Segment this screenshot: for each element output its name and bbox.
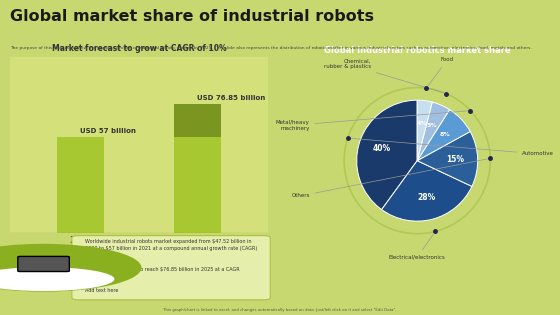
Text: Global market share of industrial robots: Global market share of industrial robots: [10, 9, 374, 25]
Text: 40%: 40%: [372, 145, 390, 153]
Wedge shape: [417, 110, 470, 161]
Text: Metal/heavy
machinery: Metal/heavy machinery: [276, 111, 468, 131]
Wedge shape: [417, 132, 478, 186]
Text: 5%: 5%: [427, 123, 437, 129]
FancyBboxPatch shape: [72, 236, 270, 300]
Ellipse shape: [0, 267, 114, 291]
Bar: [174, 137, 221, 233]
Text: This graph/chart is linked to excel, and changes automatically based on data. Ju: This graph/chart is linked to excel, and…: [164, 308, 396, 312]
Text: Food: Food: [428, 57, 454, 86]
Bar: [174, 104, 221, 137]
Text: The purpose of this slide is to show the possible growth of industrial robotic m: The purpose of this slide is to show the…: [10, 46, 532, 50]
Text: Automotive: Automotive: [351, 138, 554, 157]
Text: Key
insights: Key insights: [31, 279, 56, 289]
Text: USD 76.85 billion: USD 76.85 billion: [198, 94, 265, 100]
Text: Global industrial robotics market share: Global industrial robotics market share: [324, 46, 511, 55]
Wedge shape: [382, 161, 472, 221]
Text: 15%: 15%: [446, 155, 464, 164]
Wedge shape: [417, 100, 432, 161]
Text: Others: Others: [291, 159, 488, 198]
Text: 28%: 28%: [417, 193, 436, 202]
Wedge shape: [357, 100, 417, 209]
Text: 8%: 8%: [440, 132, 450, 137]
Text: 4%: 4%: [417, 121, 427, 126]
Text: Electrical/electronics: Electrical/electronics: [389, 234, 446, 260]
Text: Worldwide industrial robots market expanded from $47.52 billion in
2020 to $57 b: Worldwide industrial robots market expan…: [85, 239, 257, 293]
Text: Chemical,
rubber & plastics: Chemical, rubber & plastics: [324, 59, 444, 93]
Wedge shape: [417, 102, 450, 161]
Bar: [57, 137, 104, 233]
FancyBboxPatch shape: [18, 256, 69, 272]
Circle shape: [0, 244, 142, 292]
Title: Market forecast to grow at CAGR of 10%: Market forecast to grow at CAGR of 10%: [52, 44, 226, 53]
Text: USD 57 billion: USD 57 billion: [80, 128, 136, 134]
